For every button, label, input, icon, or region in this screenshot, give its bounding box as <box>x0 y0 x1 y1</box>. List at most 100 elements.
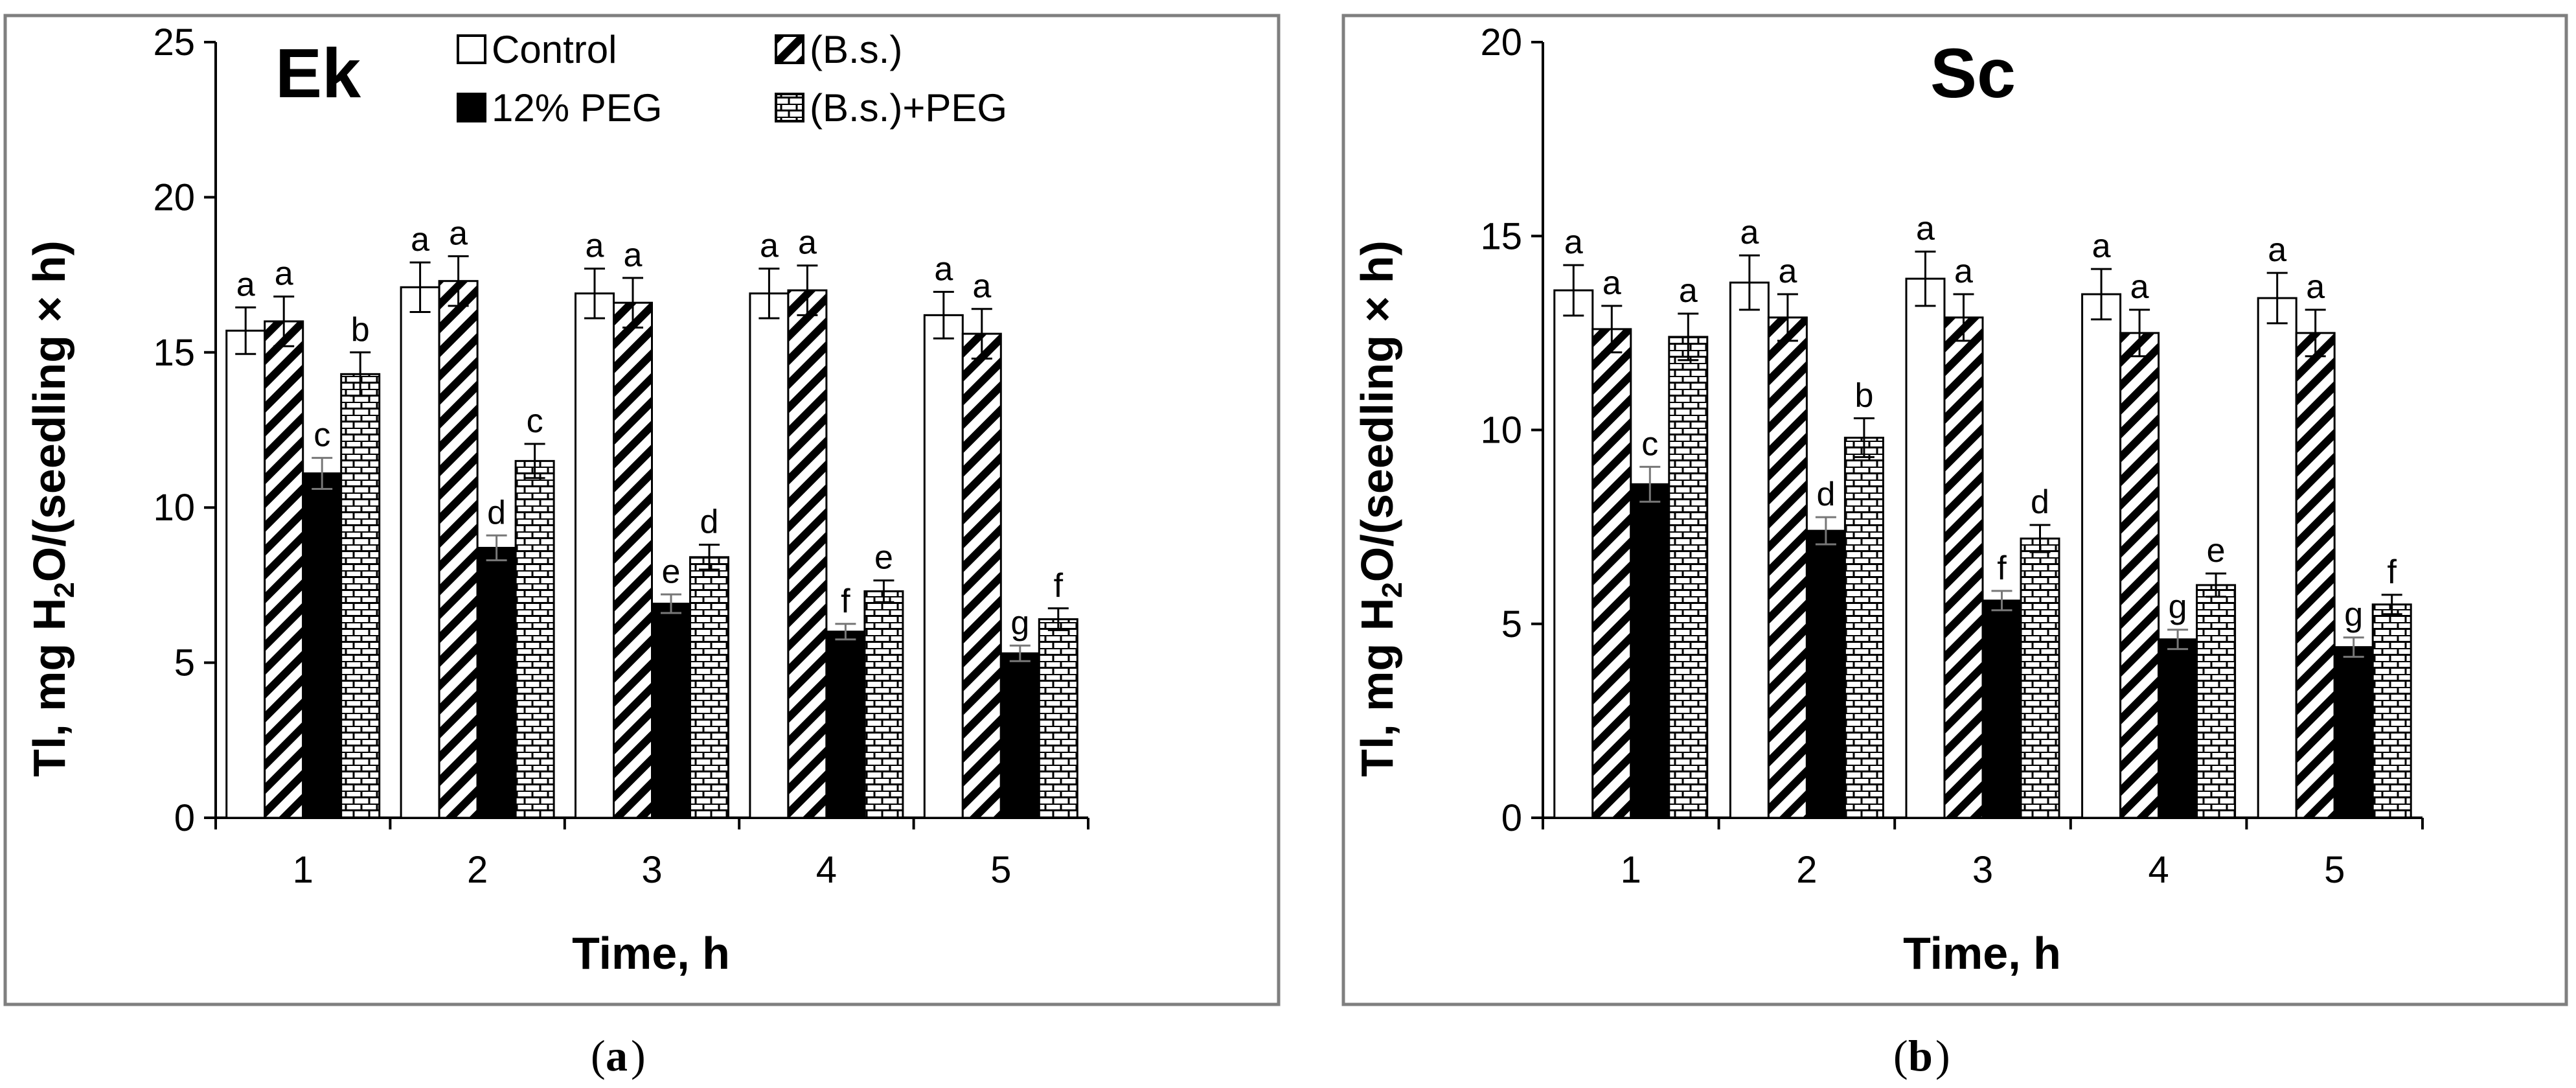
significance-label: c <box>527 402 543 440</box>
bar-bs <box>787 289 828 819</box>
bar-peg <box>476 546 517 819</box>
significance-label: a <box>2092 227 2111 265</box>
significance-label: a <box>760 227 779 265</box>
y-axis-title-part: O/(seedling × h) <box>1352 240 1402 582</box>
y-tick-label: 15 <box>1480 215 1522 257</box>
legend-label-peg: 12% PEG <box>492 86 662 130</box>
bar-bs-peg <box>1843 436 1884 819</box>
significance-label: f <box>1997 550 2007 587</box>
significance-label: a <box>2130 268 2149 306</box>
significance-label: a <box>798 224 817 262</box>
significance-label: b <box>1854 377 1873 415</box>
x-tick-label: 5 <box>2324 849 2345 891</box>
bar-bs <box>1767 316 1808 819</box>
bar-control <box>2257 297 2297 819</box>
y-tick-label: 10 <box>1480 410 1522 452</box>
caption-b: ( b ) <box>1893 1031 1950 1080</box>
caption-paren: ( <box>591 1031 606 1080</box>
significance-label: a <box>934 250 953 288</box>
significance-label: f <box>841 583 850 620</box>
significance-label: a <box>2268 231 2286 269</box>
x-tick-label: 4 <box>2148 849 2169 891</box>
bar-bs <box>613 301 653 819</box>
legend-swatch-peg <box>457 93 486 122</box>
bar-bs-peg <box>689 556 729 819</box>
y-axis: 0 5 10 15 20 <box>1480 21 1544 839</box>
bar-peg <box>2158 638 2198 819</box>
legend-swatch-control <box>457 34 486 64</box>
y-tick-label: 5 <box>1501 603 1522 645</box>
bar-control <box>1729 281 1770 819</box>
bar-bs-peg <box>1038 618 1078 819</box>
significance-label: a <box>275 255 293 293</box>
caption-letter: b <box>1908 1031 1933 1080</box>
y-axis-title-subscript: 2 <box>49 582 80 597</box>
bar-control <box>575 292 615 819</box>
significance-label: e <box>662 553 681 590</box>
caption-paren: ) <box>1935 1031 1950 1080</box>
x-tick-label: 4 <box>816 849 837 891</box>
bar-control <box>400 286 440 819</box>
x-tick-label: 1 <box>1621 849 1641 891</box>
significance-label: a <box>1954 253 1973 290</box>
y-axis-title: Tl, mg H2O/(seedling × h) <box>24 240 80 777</box>
bar-bs <box>1943 316 1984 819</box>
bar-bs-peg <box>2196 584 2237 819</box>
bar-control <box>749 292 790 819</box>
bar-bs <box>1591 328 1632 819</box>
bar-control <box>1905 277 1946 819</box>
bar-peg <box>1805 529 1846 819</box>
caption-a: ( a ) <box>591 1031 646 1080</box>
bar-bs-peg <box>514 459 555 819</box>
y-tick-label: 25 <box>153 21 195 64</box>
chart-title: Ek <box>275 34 361 112</box>
chart-title: Sc <box>1930 34 2016 112</box>
significance-label: a <box>1564 224 1583 261</box>
significance-label: a <box>1602 264 1621 302</box>
bar-bs-peg <box>863 590 904 819</box>
x-axis-title: Time, h <box>1903 928 2061 978</box>
bar-peg <box>2333 646 2374 819</box>
legend-label-bs-peg: (B.s.)+PEG <box>810 86 1007 130</box>
x-tick-label: 5 <box>990 849 1011 891</box>
bar-bs-peg <box>2020 537 2060 819</box>
significance-label: d <box>487 494 506 531</box>
x-tick-label: 3 <box>641 849 662 891</box>
significance-label: a <box>2306 268 2325 306</box>
bar-bs <box>264 320 304 819</box>
x-tick-label: 2 <box>1796 849 1817 891</box>
significance-label: a <box>972 268 991 305</box>
significance-label: g <box>2169 588 2187 626</box>
y-axis-title-part: Tl, mg H <box>24 598 74 777</box>
bar-peg <box>651 603 691 819</box>
legend-label-control: Control <box>492 28 617 71</box>
bar-bs <box>2295 332 2336 819</box>
bar-peg <box>999 652 1040 819</box>
bar-bs <box>961 332 1002 819</box>
bar-control <box>1553 289 1594 819</box>
legend-swatch-bs <box>775 34 804 64</box>
significance-label: a <box>586 227 604 265</box>
significance-label: a <box>411 221 429 259</box>
significance-label: a <box>1778 253 1797 290</box>
legend-swatch-bs-peg <box>775 93 804 122</box>
significance-label: e <box>874 539 893 577</box>
significance-label: a <box>624 237 643 274</box>
bar-bs <box>2119 332 2160 819</box>
x-axis-title: Time, h <box>572 928 730 978</box>
bar-control <box>923 314 964 819</box>
y-tick-label: 20 <box>153 176 195 218</box>
bar-peg <box>302 472 343 819</box>
significance-label: a <box>1679 272 1698 310</box>
significance-label: f <box>2387 553 2397 591</box>
x-tick-label: 2 <box>467 849 488 891</box>
bar-bs <box>438 280 479 819</box>
significance-label: d <box>700 503 719 541</box>
y-axis-title-part: Tl, mg H <box>1352 598 1402 777</box>
significance-label: c <box>1641 425 1658 463</box>
